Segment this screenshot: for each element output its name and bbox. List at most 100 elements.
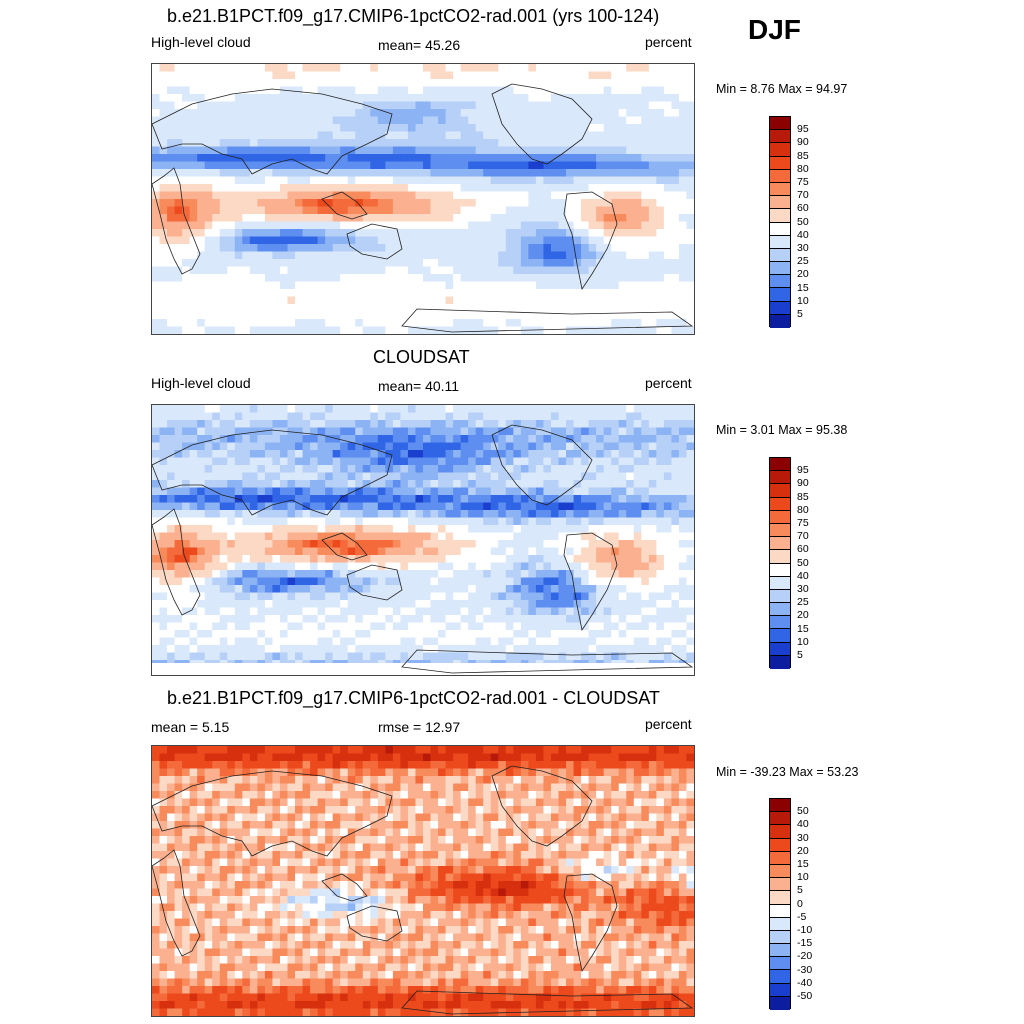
coastlines <box>152 765 694 1015</box>
colorbar-tick-label: 40 <box>797 818 809 831</box>
colorbar-tick-label: -5 <box>797 910 807 923</box>
colorbar-swatch <box>770 891 790 905</box>
colorbar-tick-label: 85 <box>797 490 809 503</box>
colorbar-swatch <box>770 864 790 879</box>
coastlines <box>152 424 694 674</box>
colorbar-tick-label: 60 <box>797 543 809 556</box>
panel-2-variable-label: High-level cloud <box>151 375 251 391</box>
colorbar-tick-label: 25 <box>797 255 809 268</box>
panel-3-map <box>151 745 695 1017</box>
colorbar-tick-label: 80 <box>797 503 809 516</box>
colorbar-tick-label: 30 <box>797 583 809 595</box>
colorbar-swatch <box>770 537 790 551</box>
colorbar-tick-label: 30 <box>797 831 809 844</box>
colorbar-swatch <box>770 957 790 971</box>
colorbar-swatch <box>770 196 790 210</box>
colorbar-swatch <box>770 917 790 931</box>
colorbar-swatch <box>770 799 790 813</box>
colorbar-swatch <box>770 222 790 236</box>
colorbar-swatch <box>770 248 790 263</box>
colorbar-swatch <box>770 209 790 223</box>
panel-3-rmse-label: rmse = 12.97 <box>378 719 461 735</box>
colorbar-swatch <box>770 616 790 630</box>
colorbar-tick-label: 50 <box>797 556 809 569</box>
colorbar-swatch <box>770 576 790 590</box>
colorbar-tick-label: 70 <box>797 189 809 202</box>
colorbar-swatch <box>770 838 790 852</box>
colorbar-swatch <box>770 523 790 538</box>
colorbar-tick-label: 10 <box>797 635 809 648</box>
colorbar-tick-label: 25 <box>797 596 809 609</box>
field-raster <box>152 746 694 1016</box>
colorbar-swatch <box>770 851 790 865</box>
colorbar-tick-label: -20 <box>797 950 813 963</box>
panel-2-mean-label: mean= 40.11 <box>378 378 460 394</box>
colorbar-tick-label: 80 <box>797 162 809 175</box>
colorbar-swatch <box>770 169 790 183</box>
colorbar-swatch <box>770 235 790 249</box>
colorbar-tick-label: 75 <box>797 176 809 188</box>
panel-2-units-label: percent <box>645 375 692 391</box>
colorbar-tick-label: 15 <box>797 622 809 635</box>
colorbar-swatch <box>770 458 790 472</box>
colorbar-swatch <box>770 497 790 511</box>
panel-2-title: CLOUDSAT <box>373 347 470 367</box>
colorbar-tick-label: 75 <box>797 517 809 529</box>
colorbar-swatch <box>770 275 790 289</box>
colorbar-swatch <box>770 655 790 669</box>
colorbar-tick-label: -50 <box>797 990 813 1002</box>
colorbar-swatch <box>770 812 790 826</box>
panel-3-mean-label: mean = 5.15 <box>151 719 230 735</box>
missing-data-band <box>152 663 694 675</box>
colorbar-swatch <box>770 471 790 485</box>
colorbar-swatch <box>770 143 790 157</box>
panel-3-minmax: Min = -39.23 Max = 53.23 <box>716 765 859 779</box>
colorbar-tick-label: 5 <box>797 884 803 897</box>
colorbar-tick-label: 5 <box>797 649 803 661</box>
colorbar-swatch <box>770 944 790 958</box>
colorbar-swatch <box>770 878 790 892</box>
colorbar-tick-label: 15 <box>797 281 809 294</box>
field-raster <box>152 64 694 334</box>
colorbar-swatch <box>770 825 790 839</box>
colorbar-tick-label: 20 <box>797 844 809 857</box>
colorbar-swatch <box>770 603 790 617</box>
colorbar-swatches <box>769 457 791 669</box>
panel-1-minmax: Min = 8.76 Max = 94.97 <box>716 82 848 96</box>
colorbar-swatch <box>770 970 790 984</box>
colorbar-swatch <box>770 550 790 564</box>
colorbar-swatch <box>770 288 790 302</box>
panel-1-title: b.e21.B1PCT.f09_g17.CMIP6-1pctCO2-rad.00… <box>167 6 660 26</box>
panel-2-map <box>151 404 695 676</box>
colorbar-tick-label: 10 <box>797 871 809 884</box>
season-label: DJF <box>748 14 801 45</box>
colorbar-tick-label: 5 <box>797 308 803 320</box>
field-raster <box>152 405 694 675</box>
colorbar-tick-label: 30 <box>797 242 809 254</box>
colorbar-swatch <box>770 904 790 918</box>
colorbar-tick-label: 70 <box>797 530 809 543</box>
colorbar-tick-label: 95 <box>797 123 809 136</box>
colorbar-swatch <box>770 642 790 656</box>
colorbar-tick-label: -10 <box>797 924 813 936</box>
colorbar-tick-label: 90 <box>797 477 809 490</box>
colorbar-swatch <box>770 262 790 276</box>
colorbar-tick-label: 60 <box>797 202 809 215</box>
colorbar-swatch <box>770 983 790 997</box>
colorbar-tick-label: 40 <box>797 228 809 241</box>
colorbar-swatches <box>769 798 791 1010</box>
colorbar-swatch <box>770 117 790 131</box>
colorbar-tick-label: -30 <box>797 963 813 976</box>
colorbar-tick-label: 90 <box>797 136 809 149</box>
colorbar-tick-label: 95 <box>797 464 809 477</box>
colorbar-tick-label: 40 <box>797 569 809 582</box>
colorbar-tick-label: -40 <box>797 976 813 989</box>
panel-1-mean-label: mean= 45.26 <box>378 37 461 53</box>
colorbar-swatch <box>770 996 790 1010</box>
colorbar-swatch <box>770 510 790 524</box>
colorbar-swatch <box>770 130 790 144</box>
panel-1-map <box>151 63 695 335</box>
colorbar-swatch <box>770 930 790 945</box>
colorbar-swatch <box>770 629 790 643</box>
colorbar-swatch <box>770 563 790 577</box>
